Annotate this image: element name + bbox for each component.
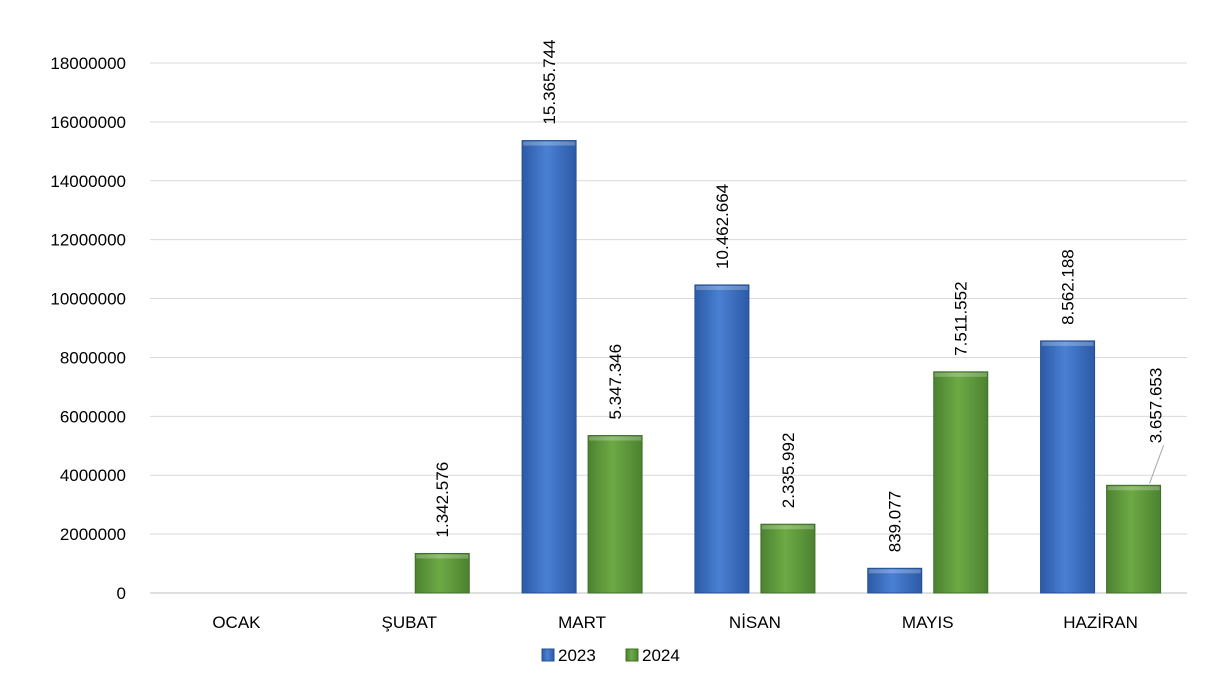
bar-bevel — [934, 372, 987, 377]
bar-2023-mayis — [867, 567, 923, 594]
bar-bevel — [589, 436, 642, 441]
data-label: 3.657.653 — [1147, 368, 1166, 444]
bars — [414, 140, 1162, 594]
bar-bevel — [868, 569, 921, 574]
data-label: 10.462.664 — [713, 184, 732, 269]
x-tick-label: NİSAN — [729, 613, 781, 632]
y-tick-label: 8000000 — [60, 348, 126, 367]
bar-bevel — [1107, 486, 1160, 491]
x-tick-label: MART — [558, 613, 606, 632]
bar-2024-mart — [587, 435, 643, 594]
data-label: 15.365.744 — [540, 39, 559, 124]
bar-2023-mart — [521, 140, 577, 594]
data-label: 7.511.552 — [952, 281, 971, 355]
y-tick-label: 2000000 — [60, 525, 126, 544]
y-tick-label: 10000000 — [50, 290, 126, 309]
x-tick-label: HAZİRAN — [1063, 613, 1138, 632]
legend: 2023 2024 — [541, 646, 680, 665]
bar-2023-hazi̇ran — [1040, 340, 1096, 594]
legend-label-2024: 2024 — [642, 646, 680, 665]
y-tick-label: 12000000 — [50, 231, 126, 250]
x-tick-label: OCAK — [212, 613, 261, 632]
data-label: 1.342.576 — [433, 462, 452, 538]
bar-bevel — [1041, 341, 1094, 346]
bar-bevel — [695, 285, 748, 290]
legend-label-2023: 2023 — [558, 646, 596, 665]
bar-bevel — [761, 525, 814, 530]
bar-2023-ni̇san — [694, 284, 750, 594]
gridlines — [150, 62, 1187, 594]
x-tick-label: ŞUBAT — [382, 613, 437, 632]
y-tick-label: 0 — [117, 584, 126, 603]
x-tick-label: MAYIS — [902, 613, 954, 632]
x-axis-tick-labels: OCAK ŞUBAT MART NİSAN MAYIS HAZİRAN — [212, 613, 1138, 632]
y-axis-tick-labels: 0 2000000 4000000 6000000 8000000 10000000 120… — [50, 54, 126, 603]
y-tick-label: 18000000 — [50, 54, 126, 73]
y-tick-label: 4000000 — [60, 466, 126, 485]
bar-2024-şubat — [414, 552, 470, 594]
legend-swatch-2023 — [541, 648, 555, 662]
bar-2024-hazi̇ran — [1106, 484, 1162, 594]
bar-bevel — [523, 141, 576, 146]
data-label: 5.347.346 — [606, 344, 625, 420]
legend-swatch-2024 — [625, 648, 639, 662]
bar-2024-ni̇san — [760, 523, 816, 594]
label-leader-line — [1149, 445, 1165, 484]
data-label: 8.562.188 — [1059, 249, 1078, 325]
bar-2024-mayis — [933, 371, 989, 594]
data-label: 839.077 — [886, 491, 905, 552]
data-labels: 1.342.576 15.365.744 5.347.346 10.462.664 2.… — [433, 39, 1165, 552]
y-tick-label: 16000000 — [50, 113, 126, 132]
y-tick-label: 6000000 — [60, 407, 126, 426]
y-tick-label: 14000000 — [50, 172, 126, 191]
data-label: 2.335.992 — [779, 433, 798, 509]
bar-bevel — [416, 554, 469, 559]
